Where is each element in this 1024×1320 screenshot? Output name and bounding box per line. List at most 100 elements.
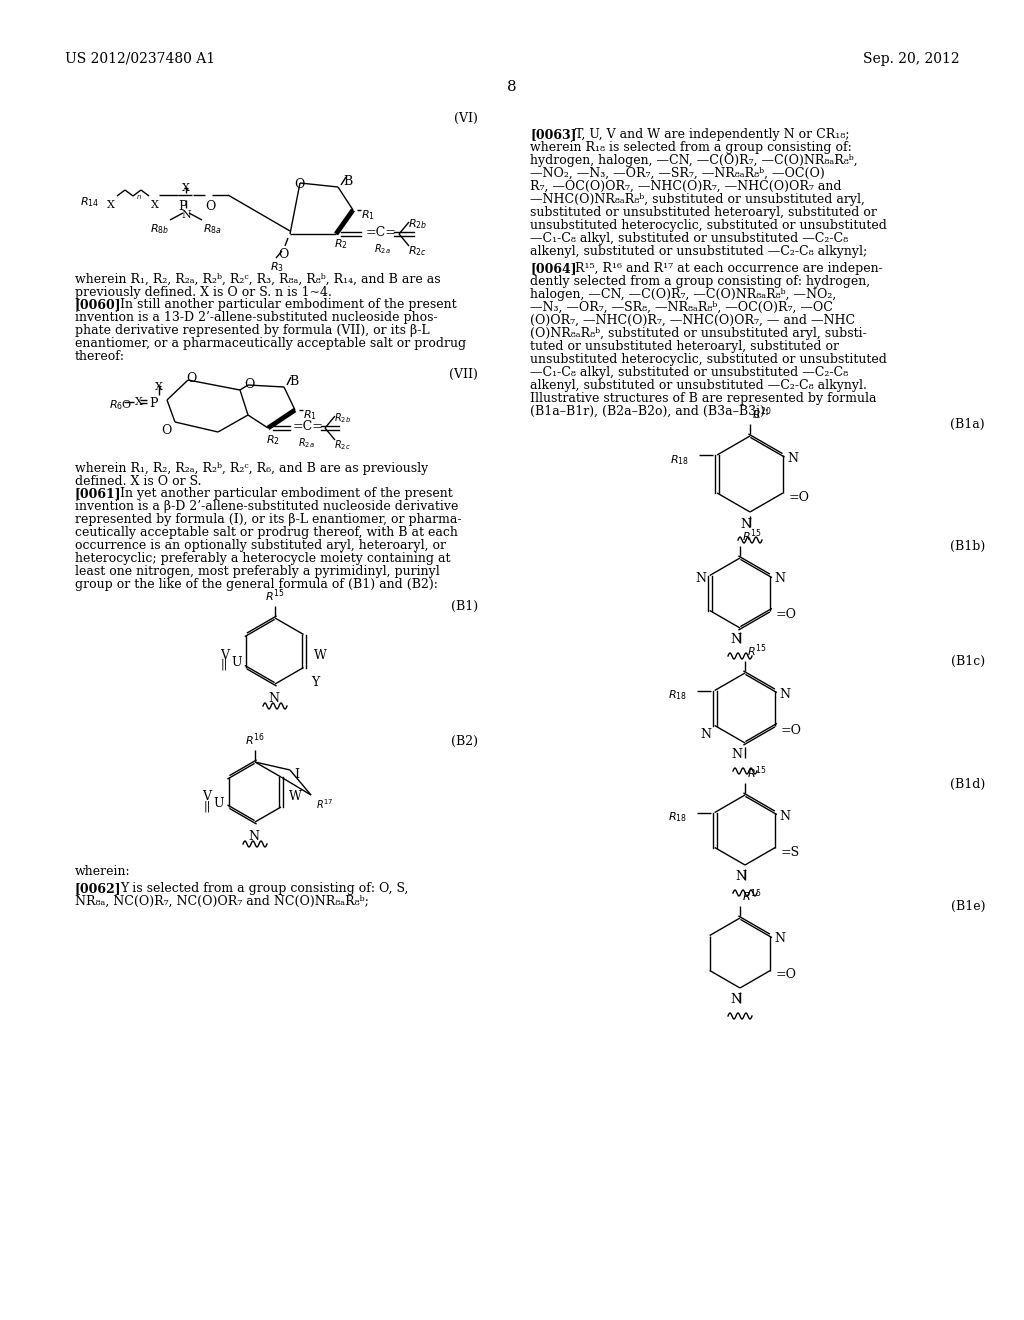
- Text: (B1c): (B1c): [951, 655, 985, 668]
- Text: X: X: [155, 381, 163, 392]
- Text: $R_2$: $R_2$: [266, 433, 280, 446]
- Text: $R_6$O: $R_6$O: [109, 399, 132, 412]
- Text: $R^{15}$: $R^{15}$: [265, 587, 285, 605]
- Text: $R^{17}$: $R^{17}$: [316, 797, 334, 810]
- Text: O: O: [186, 372, 197, 385]
- Text: N: N: [249, 830, 259, 843]
- Text: R₇, —OC(O)OR₇, —NHC(O)R₇, —NHC(O)OR₇ and: R₇, —OC(O)OR₇, —NHC(O)R₇, —NHC(O)OR₇ and: [530, 180, 842, 193]
- Text: N: N: [730, 993, 741, 1006]
- Text: (O)OR₇, —NHC(O)R₇, —NHC(O)OR₇, — and —NHC: (O)OR₇, —NHC(O)R₇, —NHC(O)OR₇, — and —NH…: [530, 314, 855, 327]
- Text: unsubstituted heterocyclic, substituted or unsubstituted: unsubstituted heterocyclic, substituted …: [530, 352, 887, 366]
- Text: X: X: [106, 201, 115, 210]
- Text: O: O: [161, 424, 171, 437]
- Text: Y is selected from a group consisting of: O, S,: Y is selected from a group consisting of…: [120, 882, 409, 895]
- Text: —C₁-C₈ alkyl, substituted or unsubstituted —C₂-C₈: —C₁-C₈ alkyl, substituted or unsubstitut…: [530, 366, 848, 379]
- Text: Illustrative structures of B are represented by formula: Illustrative structures of B are represe…: [530, 392, 877, 405]
- Text: dently selected from a group consisting of: hydrogen,: dently selected from a group consisting …: [530, 275, 870, 288]
- Text: previously defined. X is O or S. n is 1~4.: previously defined. X is O or S. n is 1~…: [75, 286, 332, 300]
- Text: $R^{15}$: $R^{15}$: [742, 528, 762, 544]
- Text: least one nitrogen, most preferably a pyrimidinyl, purinyl: least one nitrogen, most preferably a py…: [75, 565, 439, 578]
- Text: $R_{2c}$: $R_{2c}$: [408, 244, 427, 257]
- Text: $R_{2b}$: $R_{2b}$: [408, 216, 427, 231]
- Text: N: N: [774, 573, 785, 586]
- Text: O: O: [205, 201, 215, 213]
- Text: (VI): (VI): [454, 112, 478, 125]
- Text: defined. X is O or S.: defined. X is O or S.: [75, 475, 202, 488]
- Text: (B1a–B1r), (B2a–B2o), and (B3a–B3j):: (B1a–B1r), (B2a–B2o), and (B3a–B3j):: [530, 405, 769, 418]
- Text: =O: =O: [780, 723, 802, 737]
- Text: X: X: [151, 201, 159, 210]
- Text: $R_3$: $R_3$: [270, 260, 284, 273]
- Text: N: N: [731, 748, 742, 762]
- Text: $R^{15}$: $R^{15}$: [746, 764, 767, 781]
- Text: halogen, —CN, —C(O)R₇, —C(O)NR₈ₐR₈ᵇ, —NO₂,: halogen, —CN, —C(O)R₇, —C(O)NR₈ₐR₈ᵇ, —NO…: [530, 288, 837, 301]
- Text: $R_{18}$: $R_{18}$: [668, 689, 687, 702]
- Text: wherein R₁, R₂, R₂ₐ, R₂ᵇ, R₂ᶜ, R₆, and B are as previously: wherein R₁, R₂, R₂ₐ, R₂ᵇ, R₂ᶜ, R₆, and B…: [75, 462, 428, 475]
- Text: alkenyl, substituted or unsubstituted —C₂-C₈ alkynyl.: alkenyl, substituted or unsubstituted —C…: [530, 379, 867, 392]
- Text: tuted or unsubstituted heteroaryl, substituted or: tuted or unsubstituted heteroaryl, subst…: [530, 341, 839, 352]
- Text: In yet another particular embodiment of the present: In yet another particular embodiment of …: [120, 487, 453, 500]
- Text: —N₃, —OR₇, —SR₈, —NR₈ₐR₈ᵇ, —OC(O)R₇, —OC: —N₃, —OR₇, —SR₈, —NR₈ₐR₈ᵇ, —OC(O)R₇, —OC: [530, 301, 833, 314]
- Text: In still another particular embodiment of the present: In still another particular embodiment o…: [120, 298, 457, 312]
- Text: [0062]: [0062]: [75, 882, 122, 895]
- Text: Sep. 20, 2012: Sep. 20, 2012: [863, 51, 961, 66]
- Text: =O: =O: [775, 969, 797, 982]
- Text: $R_{2b}$: $R_{2b}$: [334, 411, 351, 425]
- Text: —C₁-C₈ alkyl, substituted or unsubstituted —C₂-C₈: —C₁-C₈ alkyl, substituted or unsubstitut…: [530, 232, 848, 246]
- Text: —NHC(O)NR₈ₐR₈ᵇ, substituted or unsubstituted aryl,: —NHC(O)NR₈ₐR₈ᵇ, substituted or unsubstit…: [530, 193, 865, 206]
- Text: [0060]: [0060]: [75, 298, 122, 312]
- Text: O: O: [244, 378, 254, 391]
- Text: $R_{14}$: $R_{14}$: [80, 195, 99, 209]
- Text: (B1): (B1): [451, 601, 478, 612]
- Text: thereof:: thereof:: [75, 350, 125, 363]
- Text: $R_{18}$: $R_{18}$: [668, 810, 687, 824]
- Text: I: I: [294, 768, 299, 781]
- Text: $R^{20}$: $R^{20}$: [752, 405, 772, 422]
- Text: [0063]: [0063]: [530, 128, 577, 141]
- Text: Y: Y: [311, 676, 319, 689]
- Text: V: V: [220, 649, 229, 663]
- Text: (B1d): (B1d): [949, 777, 985, 791]
- Text: X: X: [135, 397, 143, 407]
- Text: $R_{8a}$: $R_{8a}$: [203, 222, 221, 236]
- Text: unsubstituted heterocyclic, substituted or unsubstituted: unsubstituted heterocyclic, substituted …: [530, 219, 887, 232]
- Text: represented by formula (I), or its β-L enantiomer, or pharma-: represented by formula (I), or its β-L e…: [75, 513, 462, 525]
- Text: O: O: [278, 248, 289, 261]
- Text: —NO₂, —N₃, —OR₇, —SR₇, —NR₈ₐR₈ᵇ, —OC(O): —NO₂, —N₃, —OR₇, —SR₇, —NR₈ₐR₈ᵇ, —OC(O): [530, 168, 824, 180]
- Text: $R_1$: $R_1$: [303, 408, 317, 422]
- Text: ||: ||: [221, 659, 228, 671]
- Text: heterocyclic; preferably a heterocycle moiety containing at: heterocyclic; preferably a heterocycle m…: [75, 552, 451, 565]
- Text: 8: 8: [507, 81, 517, 94]
- Text: $_n$: $_n$: [136, 193, 142, 202]
- Text: group or the like of the general formula of (B1) and (B2):: group or the like of the general formula…: [75, 578, 438, 591]
- Text: US 2012/0237480 A1: US 2012/0237480 A1: [65, 51, 215, 66]
- Text: N: N: [695, 573, 707, 586]
- Text: invention is a 13-D 2’-allene-substituted nucleoside phos-: invention is a 13-D 2’-allene-substitute…: [75, 312, 437, 323]
- Text: ceutically acceptable salt or prodrug thereof, with B at each: ceutically acceptable salt or prodrug th…: [75, 525, 458, 539]
- Text: N: N: [268, 692, 280, 705]
- Text: alkenyl, substituted or unsubstituted —C₂-C₈ alkynyl;: alkenyl, substituted or unsubstituted —C…: [530, 246, 867, 257]
- Text: wherein:: wherein:: [75, 865, 131, 878]
- Text: hydrogen, halogen, —CN, —C(O)R₇, —C(O)NR₈ₐR₈ᵇ,: hydrogen, halogen, —CN, —C(O)R₇, —C(O)NR…: [530, 154, 858, 168]
- Text: $R^{15}$: $R^{15}$: [742, 887, 762, 904]
- Text: O: O: [294, 178, 304, 191]
- Text: $R_{18}$: $R_{18}$: [670, 453, 689, 467]
- Text: $R_{2a}$: $R_{2a}$: [374, 242, 391, 256]
- Text: (B2): (B2): [451, 735, 478, 748]
- Text: (B1a): (B1a): [950, 418, 985, 432]
- Text: V: V: [203, 789, 212, 803]
- Text: [0064]: [0064]: [530, 261, 577, 275]
- Text: (O)NR₈ₐR₈ᵇ, substituted or unsubstituted aryl, substi-: (O)NR₈ₐR₈ᵇ, substituted or unsubstituted…: [530, 327, 866, 341]
- Text: $R^{15}$: $R^{15}$: [746, 643, 767, 659]
- Text: P: P: [150, 397, 158, 411]
- Text: phate derivative represented by formula (VII), or its β-L: phate derivative represented by formula …: [75, 323, 430, 337]
- Text: (B1e): (B1e): [950, 900, 985, 913]
- Text: ||: ||: [204, 800, 211, 812]
- Text: =C=: =C=: [366, 226, 397, 239]
- Text: W: W: [289, 789, 302, 803]
- Text: N: N: [786, 451, 798, 465]
- Text: =C=: =C=: [293, 420, 324, 433]
- Text: R¹⁵, R¹⁶ and R¹⁷ at each occurrence are indepen-: R¹⁵, R¹⁶ and R¹⁷ at each occurrence are …: [575, 261, 883, 275]
- Text: wherein R₁, R₂, R₂ₐ, R₂ᵇ, R₂ᶜ, R₃, R₈ₐ, R₈ᵇ, R₁₄, and B are as: wherein R₁, R₂, R₂ₐ, R₂ᵇ, R₂ᶜ, R₃, R₈ₐ, …: [75, 273, 440, 286]
- Text: N: N: [735, 870, 746, 883]
